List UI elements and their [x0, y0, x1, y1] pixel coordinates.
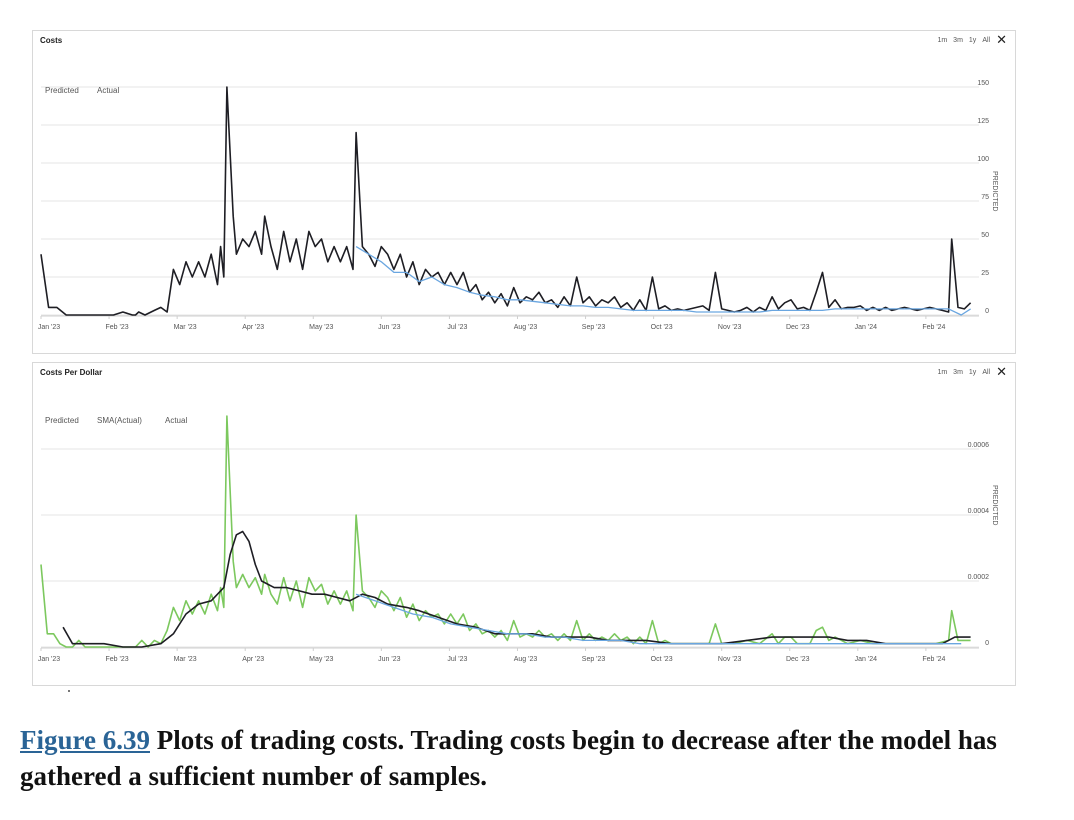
- x-tick-label: Nov '23: [718, 656, 742, 663]
- legend-item: Actual: [97, 86, 119, 95]
- y-axis-label: PREDICTED: [991, 171, 998, 211]
- y-tick-label: 75: [981, 194, 989, 201]
- x-tick-label: Mar '23: [174, 324, 197, 331]
- legend-item: Actual: [165, 416, 187, 425]
- x-tick-label: Jul '23: [447, 656, 467, 663]
- range-1y-button[interactable]: 1y: [968, 36, 977, 44]
- y-tick-label: 0.0002: [968, 574, 990, 581]
- x-tick-label: Oct '23: [651, 656, 673, 663]
- x-tick-label: Jan '23: [38, 324, 60, 331]
- x-tick-label: Apr '23: [242, 656, 264, 663]
- legend-item: Predicted: [45, 416, 79, 425]
- range-3m-button[interactable]: 3m: [953, 36, 963, 44]
- x-tick-label: Dec '23: [786, 324, 810, 331]
- y-tick-label: 0: [985, 308, 989, 315]
- legend-item: Predicted: [45, 86, 79, 95]
- x-tick-label: Mar '23: [174, 656, 197, 663]
- x-tick-label: Nov '23: [718, 324, 742, 331]
- range-1m-button[interactable]: 1m: [937, 368, 948, 376]
- x-tick-label: Jan '23: [38, 656, 60, 663]
- x-tick-label: Jun '23: [378, 656, 400, 663]
- series-line-predicted: [355, 246, 971, 316]
- series-line-predicted: [355, 593, 962, 645]
- x-tick-label: Apr '23: [242, 324, 264, 331]
- x-tick-label: Aug '23: [514, 324, 538, 331]
- x-tick-label: May '23: [309, 324, 333, 331]
- y-tick-label: 150: [977, 80, 989, 87]
- x-tick-label: Feb '23: [105, 656, 128, 663]
- stray-mark: [68, 690, 70, 692]
- chart-title: Costs: [40, 36, 63, 45]
- range-all-button[interactable]: All: [982, 368, 991, 376]
- x-tick-label: Sep '23: [582, 324, 606, 331]
- close-icon[interactable]: ✕: [996, 364, 1007, 379]
- x-tick-label: Feb '24: [922, 656, 945, 663]
- series-line-actual: [40, 415, 971, 648]
- figure-caption: Figure 6.39 Plots of trading costs. Trad…: [20, 722, 1060, 794]
- y-axis-label: PREDICTED: [991, 485, 998, 525]
- x-tick-label: Sep '23: [582, 656, 606, 663]
- caption-text: Plots of trading costs. Trading costs be…: [20, 725, 997, 791]
- x-tick-label: Feb '23: [105, 324, 128, 331]
- y-tick-label: 100: [977, 156, 989, 163]
- range-all-button[interactable]: All: [982, 36, 991, 44]
- x-tick-label: Jun '23: [378, 324, 400, 331]
- costs-per-dollar-chart-svg: 0 0.0002 0.0004 0.0006 Jan '23 Feb '23 Mar '23…: [38, 415, 998, 663]
- legend-item: SMA(Actual): [97, 416, 142, 425]
- range-1y-button[interactable]: 1y: [968, 368, 977, 376]
- x-tick-label: Feb '24: [922, 324, 945, 331]
- x-tick-label: Oct '23: [651, 324, 673, 331]
- series-line-sma-actual-: [62, 530, 971, 648]
- x-tick-label: Jan '24: [855, 656, 877, 663]
- y-tick-label: 0.0004: [968, 508, 990, 515]
- x-tick-label: Dec '23: [786, 656, 810, 663]
- close-icon[interactable]: ✕: [996, 32, 1007, 47]
- x-tick-label: May '23: [309, 656, 333, 663]
- y-tick-label: 0.0006: [968, 442, 990, 449]
- series-line-actual: [40, 86, 972, 316]
- costs-chart-panel: Costs 1m 3m 1y All ✕ 0 25 50 75 100 125 150 Jan…: [32, 30, 1016, 354]
- y-tick-label: 0: [985, 640, 989, 647]
- figure-link[interactable]: Figure 6.39: [20, 725, 150, 755]
- costs-per-dollar-chart-panel: Costs Per Dollar 1m 3m 1y All ✕ 0 0.0002 0…: [32, 362, 1016, 686]
- y-tick-label: 50: [981, 232, 989, 239]
- range-controls: 1m 3m 1y All ✕: [937, 32, 1007, 47]
- costs-chart-svg: 0 25 50 75 100 125 150 Jan '23 Feb '23 Mar '23 Apr…: [38, 80, 998, 331]
- range-1m-button[interactable]: 1m: [937, 36, 948, 44]
- chart-title: Costs Per Dollar: [40, 368, 103, 377]
- x-tick-label: Jul '23: [447, 324, 467, 331]
- y-tick-label: 25: [981, 270, 989, 277]
- range-controls: 1m 3m 1y All ✕: [937, 364, 1007, 379]
- x-tick-label: Aug '23: [514, 656, 538, 663]
- range-3m-button[interactable]: 3m: [953, 368, 963, 376]
- x-tick-label: Jan '24: [855, 324, 877, 331]
- y-tick-label: 125: [977, 118, 989, 125]
